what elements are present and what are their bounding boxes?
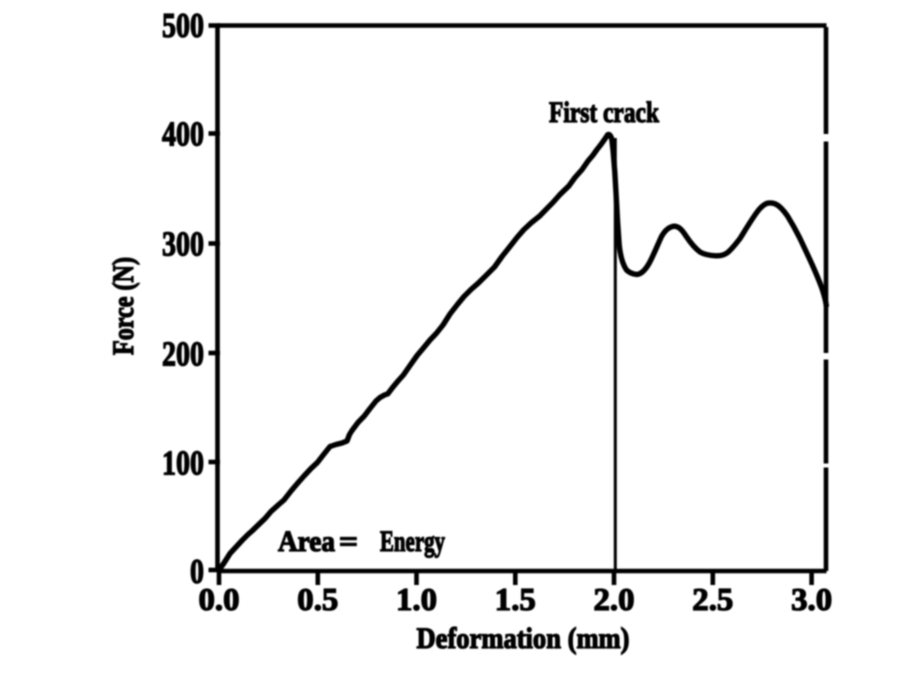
svg-text:Force (N): Force (N) (107, 257, 140, 355)
svg-text:100: 100 (162, 444, 204, 483)
svg-text:1.5: 1.5 (495, 581, 536, 617)
svg-text:2.0: 2.0 (594, 581, 635, 617)
svg-text:2.5: 2.5 (692, 581, 733, 617)
svg-text:400: 400 (162, 115, 204, 154)
svg-text:200: 200 (162, 335, 204, 374)
svg-text:First crack: First crack (549, 96, 659, 129)
svg-text:1.0: 1.0 (396, 581, 437, 617)
svg-text:0.0: 0.0 (199, 581, 240, 617)
svg-text:Deformation (mm): Deformation (mm) (417, 622, 630, 655)
svg-text:0: 0 (190, 552, 204, 591)
svg-text:=: = (339, 525, 358, 558)
svg-text:0.5: 0.5 (297, 581, 338, 617)
svg-text:500: 500 (162, 6, 204, 45)
svg-text:300: 300 (162, 225, 204, 264)
svg-text:Area: Area (278, 525, 335, 558)
svg-text:Energy: Energy (380, 525, 445, 558)
svg-text:3.0: 3.0 (791, 581, 832, 617)
